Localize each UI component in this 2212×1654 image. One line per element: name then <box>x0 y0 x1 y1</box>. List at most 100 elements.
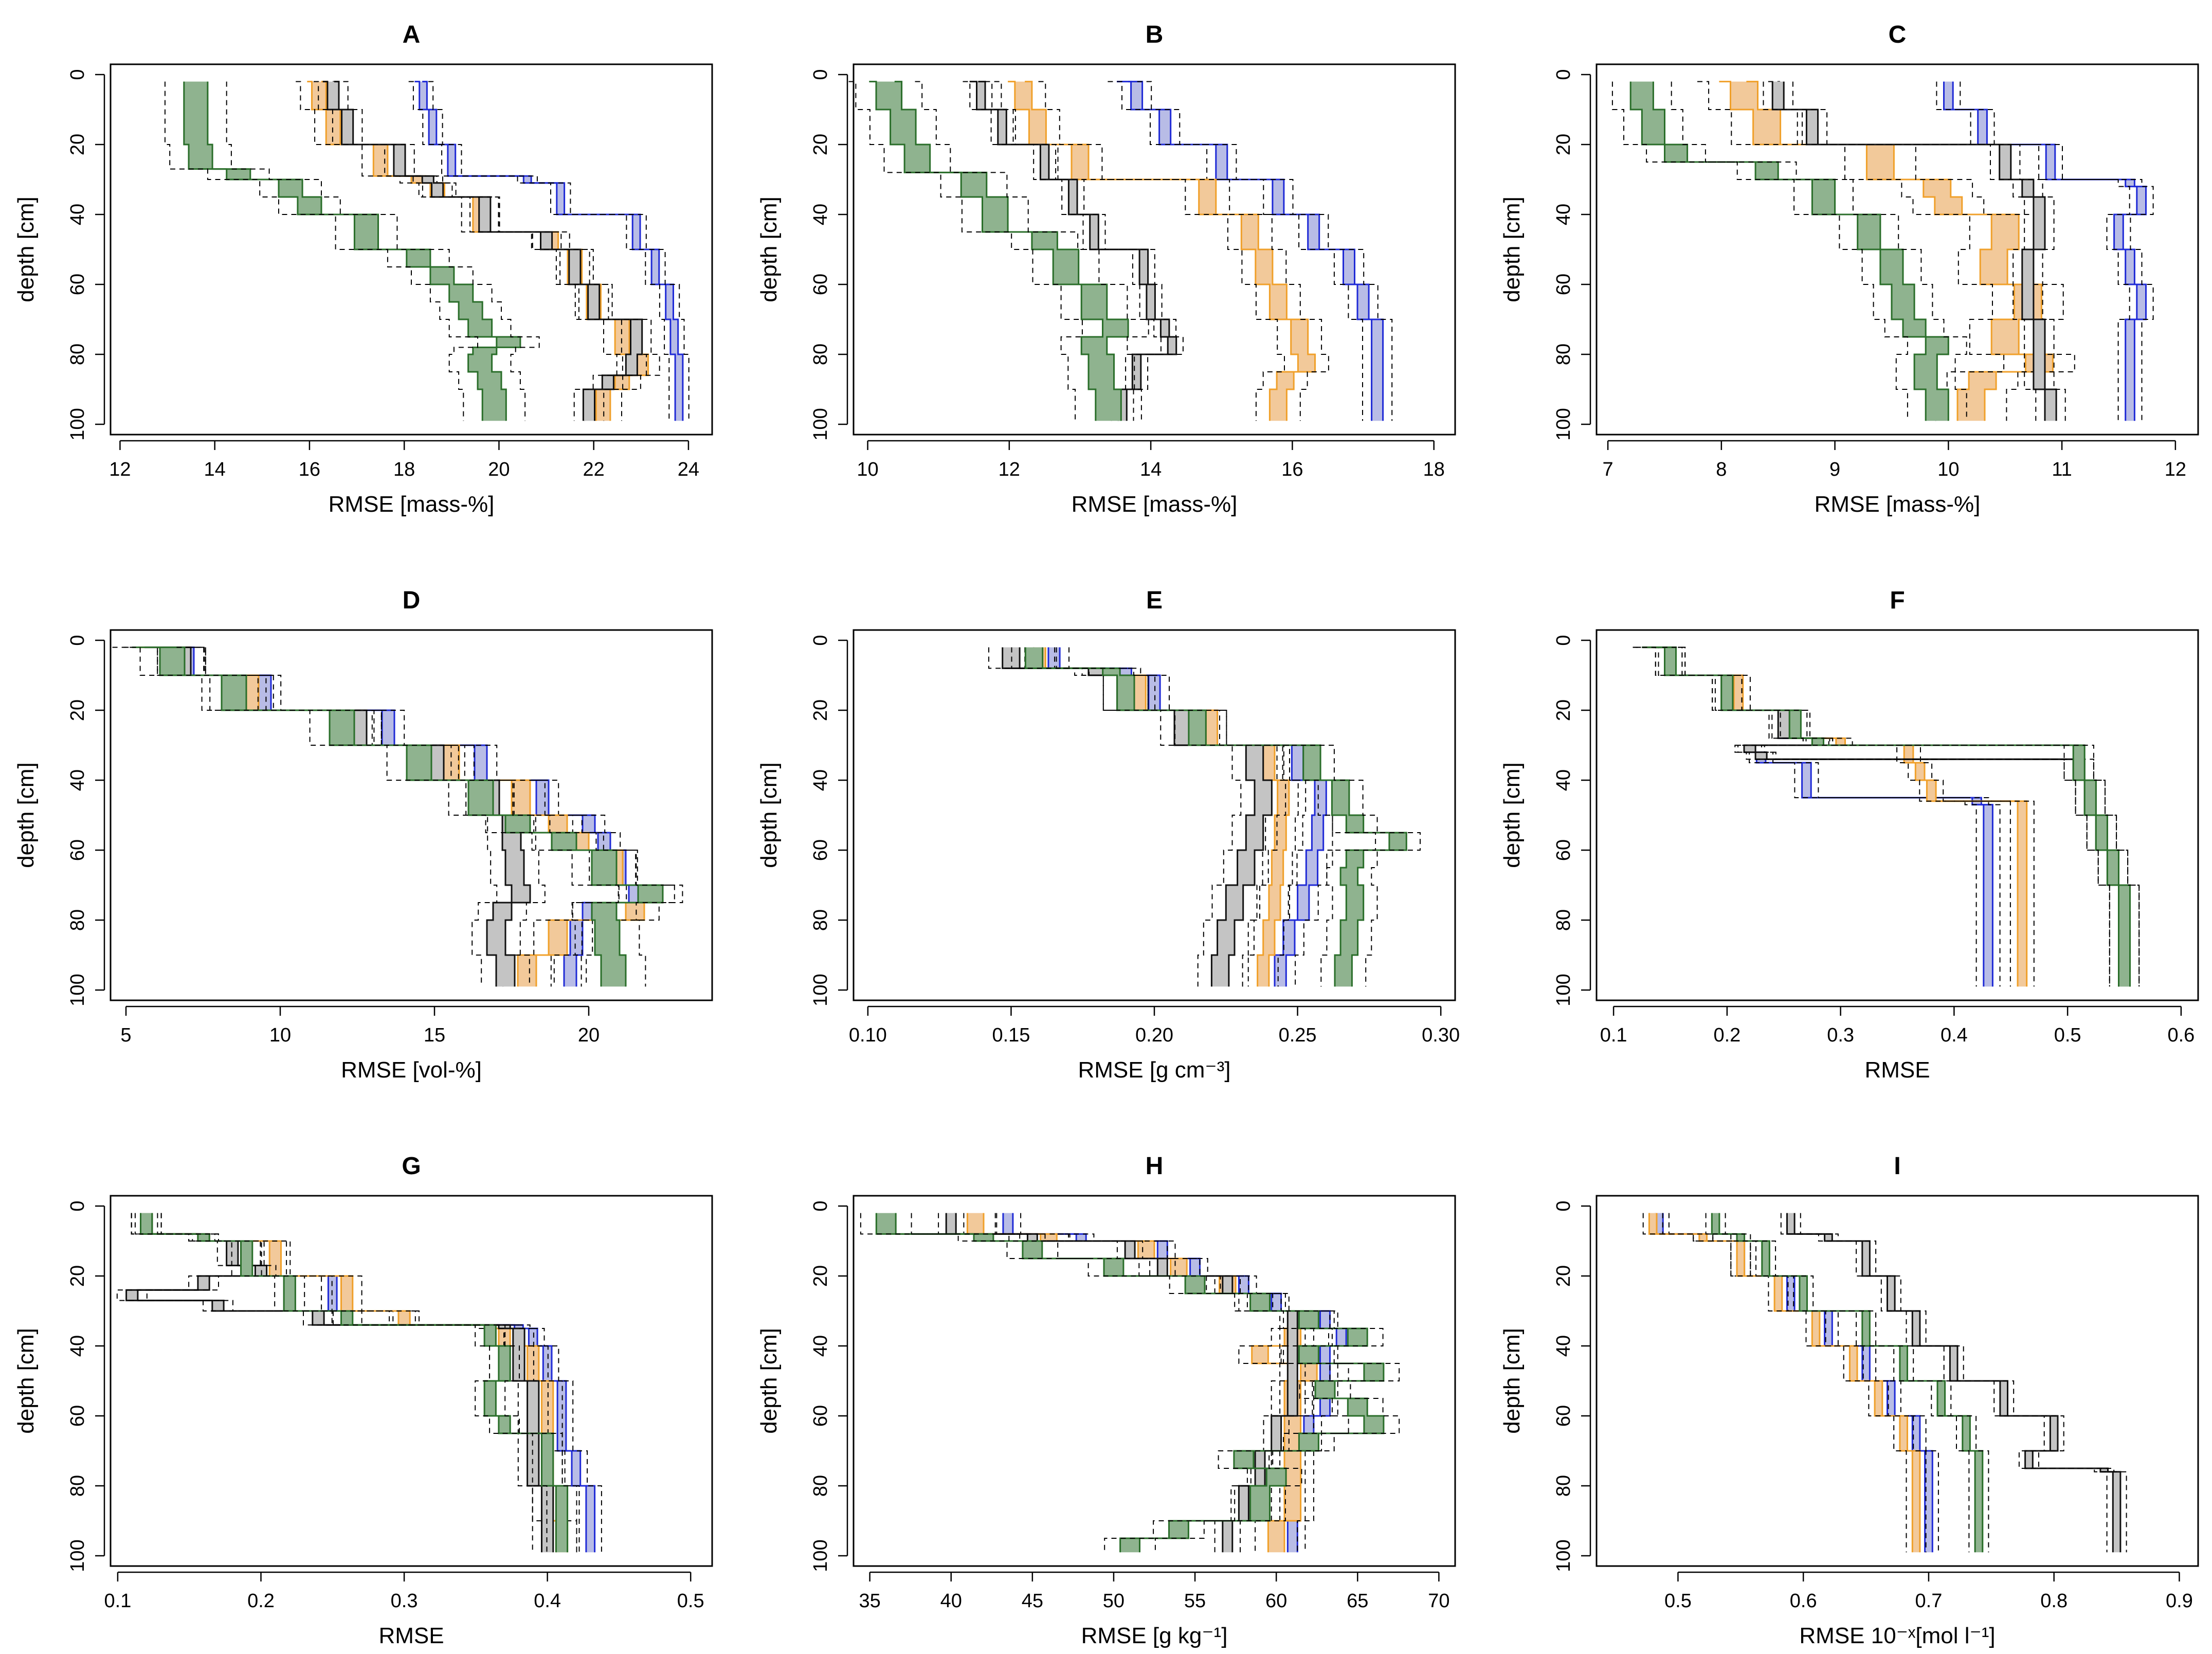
panel-g-x-tick-label: 0.5 <box>677 1590 704 1612</box>
panel-c-blue-ci-high <box>1960 81 2154 421</box>
panel-i-green-ci-high <box>1725 1213 1989 1553</box>
panel-c-y-tick-label: 100 <box>1553 408 1574 440</box>
panel-h-x-tick-label: 45 <box>1022 1590 1043 1612</box>
panel-g-y-tick-label: 100 <box>67 1539 88 1572</box>
panel-d-y-tick-label: 100 <box>67 974 88 1006</box>
panel-d-x-label: RMSE [vol-%] <box>341 1057 482 1083</box>
panel-d-title: D <box>403 587 421 614</box>
panel-i-y-label: depth [cm] <box>1499 1328 1525 1433</box>
panel-c-orange-ci-low <box>1697 81 2005 421</box>
panel-g-y-label: depth [cm] <box>13 1328 39 1433</box>
panel-b-x-tick-label: 10 <box>857 459 878 480</box>
panel-a-frame <box>110 63 713 436</box>
panel-c-series-black <box>1763 81 2066 421</box>
panel-c-orange-band <box>1719 81 2053 421</box>
panel-b-blue-ci-low <box>1108 81 1363 421</box>
panel-e-frame <box>853 629 1456 1001</box>
panel-f-y-tick-label: 60 <box>1553 839 1574 861</box>
panel-h-series-green <box>860 1213 1400 1553</box>
panel-c-y-label: depth [cm] <box>1499 196 1525 302</box>
panel-f-series-green <box>1633 646 2140 987</box>
panel-b-green-band <box>869 81 1129 421</box>
panel-a-blue-ci-high <box>428 81 690 421</box>
panel-e-x-label: RMSE [g cm⁻³] <box>1078 1057 1230 1083</box>
panel-a-series-green <box>164 81 540 421</box>
panel-g-y-tick-label: 60 <box>67 1405 88 1427</box>
panel-a-green-ci-low <box>164 81 478 421</box>
panel-b-y-tick-label: 100 <box>810 408 831 440</box>
panel-a-y-tick-label: 100 <box>67 408 88 440</box>
panel-g-x-tick-label: 0.2 <box>247 1590 275 1612</box>
panel-h-x-tick-label: 55 <box>1184 1590 1206 1612</box>
panel-b-black-line-high <box>978 81 1177 421</box>
panel-f-y-tick-label: 20 <box>1553 699 1574 721</box>
panel-a-green-ci-high <box>226 81 540 421</box>
panel-d-series-green <box>112 646 683 987</box>
panel-i-black-ci-high <box>1800 1213 2127 1553</box>
panel-a-blue-ci-low <box>408 81 670 421</box>
panel-c-series-green <box>1611 81 1967 421</box>
panel-b-x-label: RMSE [mass-%] <box>1072 492 1238 517</box>
panel-h-y-tick-label: 80 <box>810 1475 831 1497</box>
panel-a-y-tick-label: 80 <box>67 344 88 365</box>
panel-i-series-orange <box>1642 1213 1927 1553</box>
panel-g-green-ci-low <box>131 1213 548 1553</box>
panel-d-green-band <box>132 647 663 987</box>
panel-g-x-tick-label: 0.1 <box>104 1590 132 1612</box>
panel-a-series-black <box>314 81 652 421</box>
panel-i-x-tick-label: 0.7 <box>1915 1590 1943 1612</box>
panel-c-series-orange <box>1697 81 2075 421</box>
panel-b-y-tick-label: 60 <box>810 274 831 295</box>
panel-e-y-tick-label: 80 <box>810 909 831 931</box>
panel-i-y-tick-label: 60 <box>1553 1405 1574 1427</box>
panel-c-x-tick-label: 10 <box>1937 459 1959 480</box>
panel-f-green-line-high <box>1653 646 2131 987</box>
panel-f-orange-ci-high <box>1659 646 2035 987</box>
panel-g-series-green <box>131 1213 577 1553</box>
panel-c-title: C <box>1889 21 1907 48</box>
panel-b-x-tick-label: 16 <box>1281 459 1303 480</box>
panel-i-y-tick-label: 100 <box>1553 1539 1574 1572</box>
panel-f-x-tick-label: 0.6 <box>2167 1024 2195 1046</box>
panel-c-frame <box>1595 63 2199 436</box>
panel-i-y-tick-label: 40 <box>1553 1335 1574 1357</box>
panel-f-green-ci-high <box>1662 646 2140 987</box>
panel-f-x-tick-label: 0.4 <box>1941 1024 1968 1046</box>
panel-h-y-label: depth [cm] <box>756 1328 782 1433</box>
panel-b-orange-line-low <box>1008 81 1299 421</box>
panel-a-x-tick-label: 24 <box>678 459 699 480</box>
panel-i-y-tick-label: 0 <box>1553 1200 1574 1211</box>
panel-e-y-label: depth [cm] <box>756 762 782 868</box>
panel-d-orange-ci-high <box>171 646 675 987</box>
panel-d-y-label: depth [cm] <box>13 762 39 868</box>
panel-e-x-tick-label: 0.25 <box>1279 1024 1317 1046</box>
panel-b-blue-ci-high <box>1137 81 1393 421</box>
panel-g-blue-ci-high <box>157 1213 602 1553</box>
panel-e-green-line-high <box>1042 647 1407 987</box>
panel-f-x-tick-label: 0.5 <box>2054 1024 2081 1046</box>
panel-i-x-tick-label: 0.6 <box>1790 1590 1817 1612</box>
panel-h-frame <box>853 1195 1456 1567</box>
panel-d-green-ci-low <box>112 646 619 987</box>
panel-a-title: A <box>403 21 421 48</box>
panel-e-black-ci-low <box>988 647 1242 987</box>
panel-g-y-tick-label: 0 <box>67 1200 88 1211</box>
panel-b-blue-line-low <box>1117 81 1373 421</box>
panel-b-blue-line-high <box>1128 81 1384 421</box>
panel-c-y-tick-label: 20 <box>1553 134 1574 155</box>
panel-f-x-tick-label: 0.3 <box>1827 1024 1854 1046</box>
panel-e-x-tick-label: 0.20 <box>1135 1024 1173 1046</box>
panel-b-y-tick-label: 0 <box>810 69 831 80</box>
panel-a-x-tick-label: 20 <box>488 459 510 480</box>
panel-a-green-band <box>184 81 520 421</box>
panel-h-y-tick-label: 100 <box>810 1539 831 1572</box>
panel-f-orange-line-low <box>1643 646 2019 987</box>
panel-g-x-label: RMSE <box>378 1623 444 1648</box>
panel-h-blue-ci-high <box>1020 1213 1355 1553</box>
panel-d-y-tick-label: 0 <box>67 635 88 645</box>
panel-f-x-tick-label: 0.1 <box>1600 1024 1627 1046</box>
panel-b-title: B <box>1146 21 1164 48</box>
panel-e-green-ci-high <box>1056 647 1421 987</box>
panel-c-green-ci-high <box>1671 81 1967 421</box>
